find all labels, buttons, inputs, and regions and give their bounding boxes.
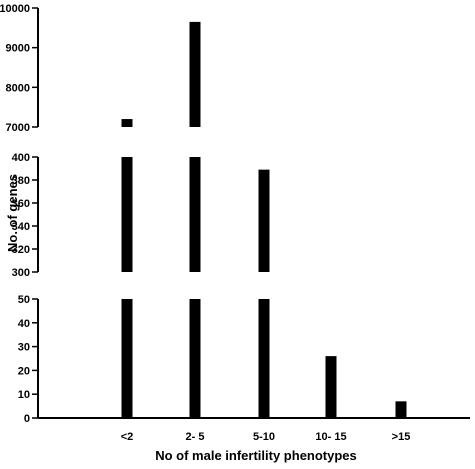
x-tick-label: <2 <box>121 431 134 443</box>
x-tick-label: >15 <box>392 431 411 443</box>
axes <box>37 8 470 419</box>
bar <box>121 119 133 127</box>
bar <box>121 157 133 272</box>
y-tick-label: 50 <box>18 294 30 306</box>
bar <box>189 157 201 272</box>
y-ticks: 0 10 20 30 40 50 300 320 340 360 380 400 7000 8000 900… <box>0 3 38 425</box>
bar <box>189 299 201 418</box>
x-tick-label: 10- 15 <box>315 431 346 443</box>
y-tick-label: 380 <box>12 175 30 187</box>
y-tick-label: 8000 <box>6 82 30 94</box>
y-tick-label: 7000 <box>6 122 30 134</box>
y-tick-label: 20 <box>18 365 30 377</box>
y-axis-title: No. of genes <box>5 174 20 252</box>
bar <box>189 21 201 128</box>
y-tick-label: 400 <box>12 152 30 164</box>
bar <box>258 169 270 272</box>
y-tick-label: 0 <box>24 413 30 425</box>
y-tick-label: 40 <box>18 318 30 330</box>
x-axis-title: No of male infertility phenotypes <box>155 448 357 463</box>
bar <box>121 299 133 418</box>
x-tick-label: 5-10 <box>253 431 275 443</box>
y-tick-label: 360 <box>12 198 30 210</box>
y-tick-label: 10 <box>18 389 30 401</box>
bar <box>325 356 337 418</box>
x-tick-label: 2- 5 <box>186 431 205 443</box>
bar <box>395 401 407 418</box>
y-tick-label: 10000 <box>0 3 30 15</box>
y-tick-label: 340 <box>12 221 30 233</box>
y-tick-label: 30 <box>18 342 30 354</box>
x-category-labels: <2 2- 5 5-10 10- 15 >15 <box>121 431 411 443</box>
bar <box>258 299 270 418</box>
y-tick-label: 300 <box>12 267 30 279</box>
bars <box>121 21 407 418</box>
y-tick-label: 320 <box>12 244 30 256</box>
y-tick-label: 9000 <box>6 43 30 55</box>
